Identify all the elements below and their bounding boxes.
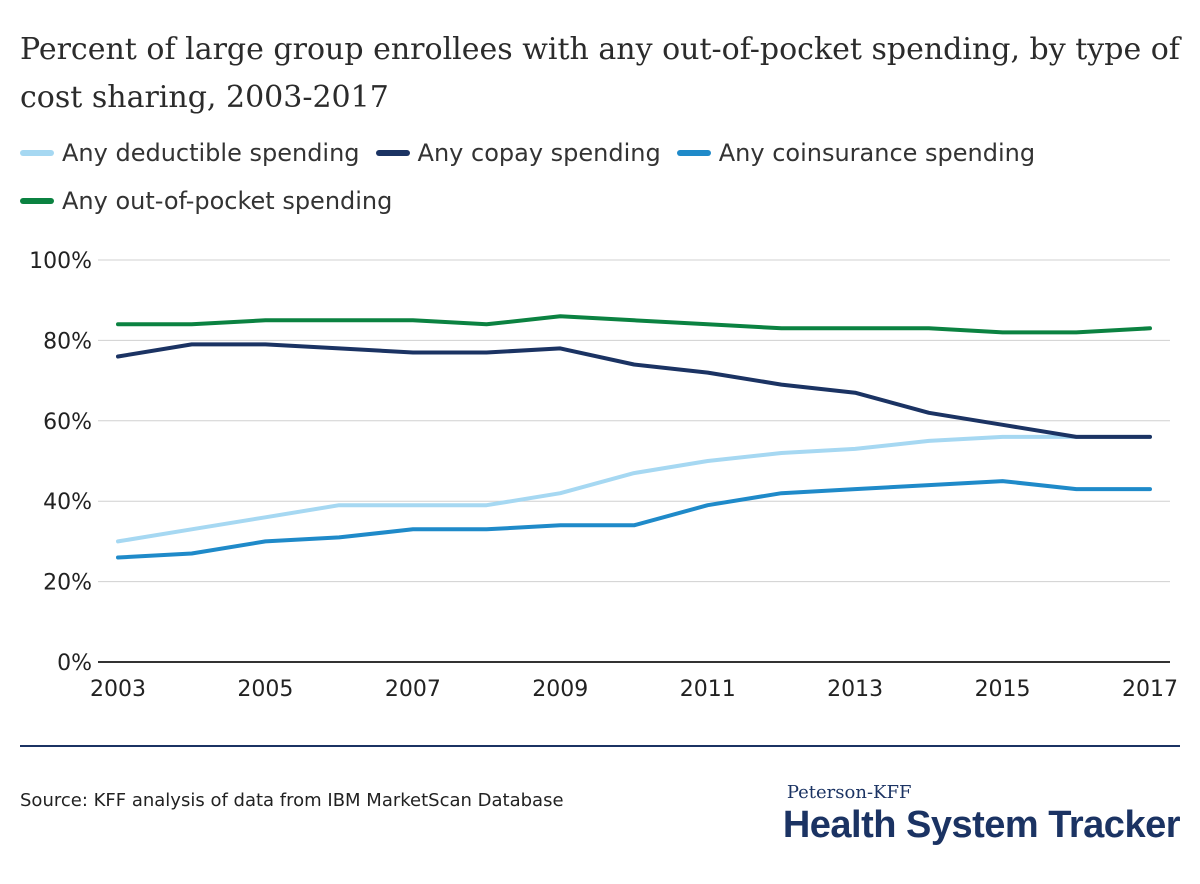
legend-swatch-oop	[20, 198, 54, 204]
legend-swatch-copay	[375, 150, 410, 156]
brand-top-text: Peterson-KFF	[786, 782, 912, 803]
divider	[20, 745, 1180, 747]
series-line-deductible	[116, 434, 1152, 544]
legend-label-deductible: Any deductible spending	[62, 139, 360, 167]
x-tick-label: 2015	[975, 677, 1031, 702]
legend-label-copay: Any copay spending	[417, 139, 661, 167]
y-tick-label: 40%	[43, 490, 92, 515]
brand-main-text: Health System Tracker	[782, 804, 1181, 846]
x-tick-label: 2017	[1122, 677, 1178, 702]
x-tick-label: 2011	[680, 677, 736, 702]
legend-swatch-coinsurance	[676, 150, 711, 156]
x-tick-label: 2003	[90, 677, 146, 702]
series-line-copay	[116, 342, 1152, 439]
legend-item-copay: Any copay spending	[375, 136, 661, 170]
legend-label-oop: Any out-of-pocket spending	[62, 187, 393, 215]
series-line-oop	[116, 314, 1152, 335]
legend-item-coinsurance: Any coinsurance spending	[676, 136, 1036, 170]
legend: Any deductible spending Any copay spendi…	[20, 136, 1180, 218]
chart-title: Percent of large group enrollees with an…	[20, 32, 1180, 115]
y-tick-label: 0%	[57, 651, 92, 676]
brand-logo: Peterson-KFF Health System Tracker	[782, 782, 1181, 847]
series-line-coinsurance	[116, 479, 1152, 560]
x-tick-label: 2013	[827, 677, 883, 702]
x-tick-label: 2005	[237, 677, 293, 702]
legend-label-coinsurance: Any coinsurance spending	[718, 139, 1036, 167]
x-tick-label: 2007	[385, 677, 441, 702]
x-tick-label: 2009	[532, 677, 588, 702]
legend-item-deductible: Any deductible spending	[20, 136, 360, 170]
y-tick-label: 80%	[43, 329, 92, 354]
legend-swatch-deductible	[20, 150, 54, 156]
y-tick-label: 100%	[29, 249, 92, 274]
legend-item-oop: Any out-of-pocket spending	[20, 184, 392, 218]
y-tick-label: 20%	[43, 571, 92, 596]
source-note: Source: KFF analysis of data from IBM Ma…	[20, 790, 564, 811]
y-tick-label: 60%	[43, 410, 92, 435]
